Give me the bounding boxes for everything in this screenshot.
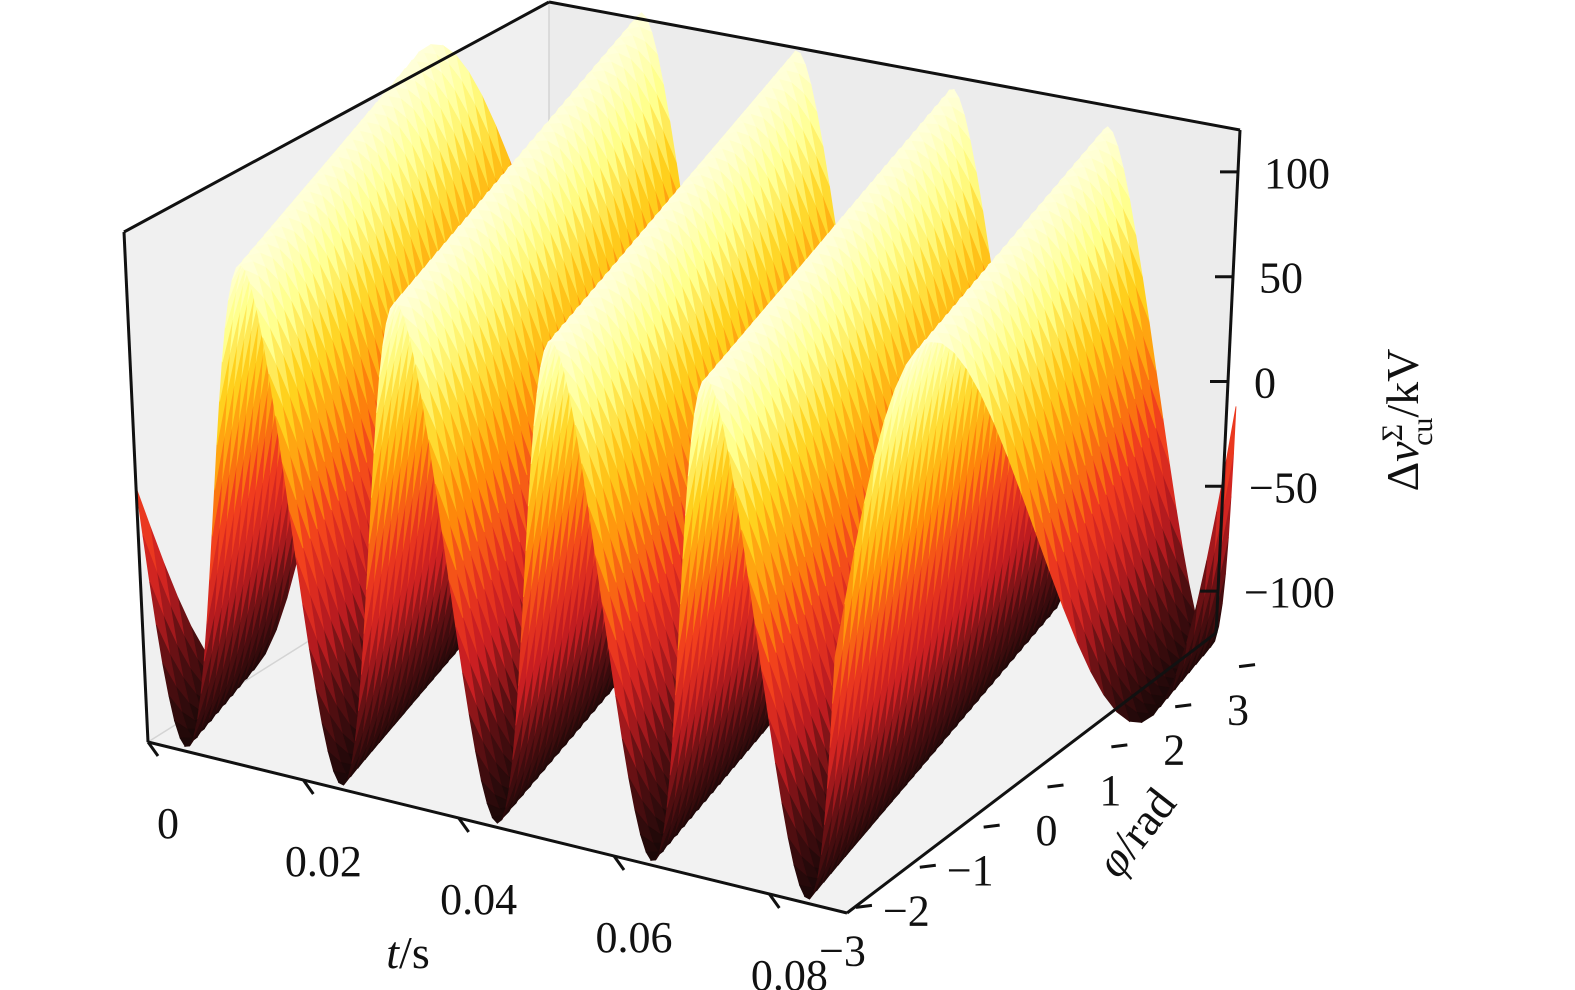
surface-mesh (135, 12, 1237, 900)
